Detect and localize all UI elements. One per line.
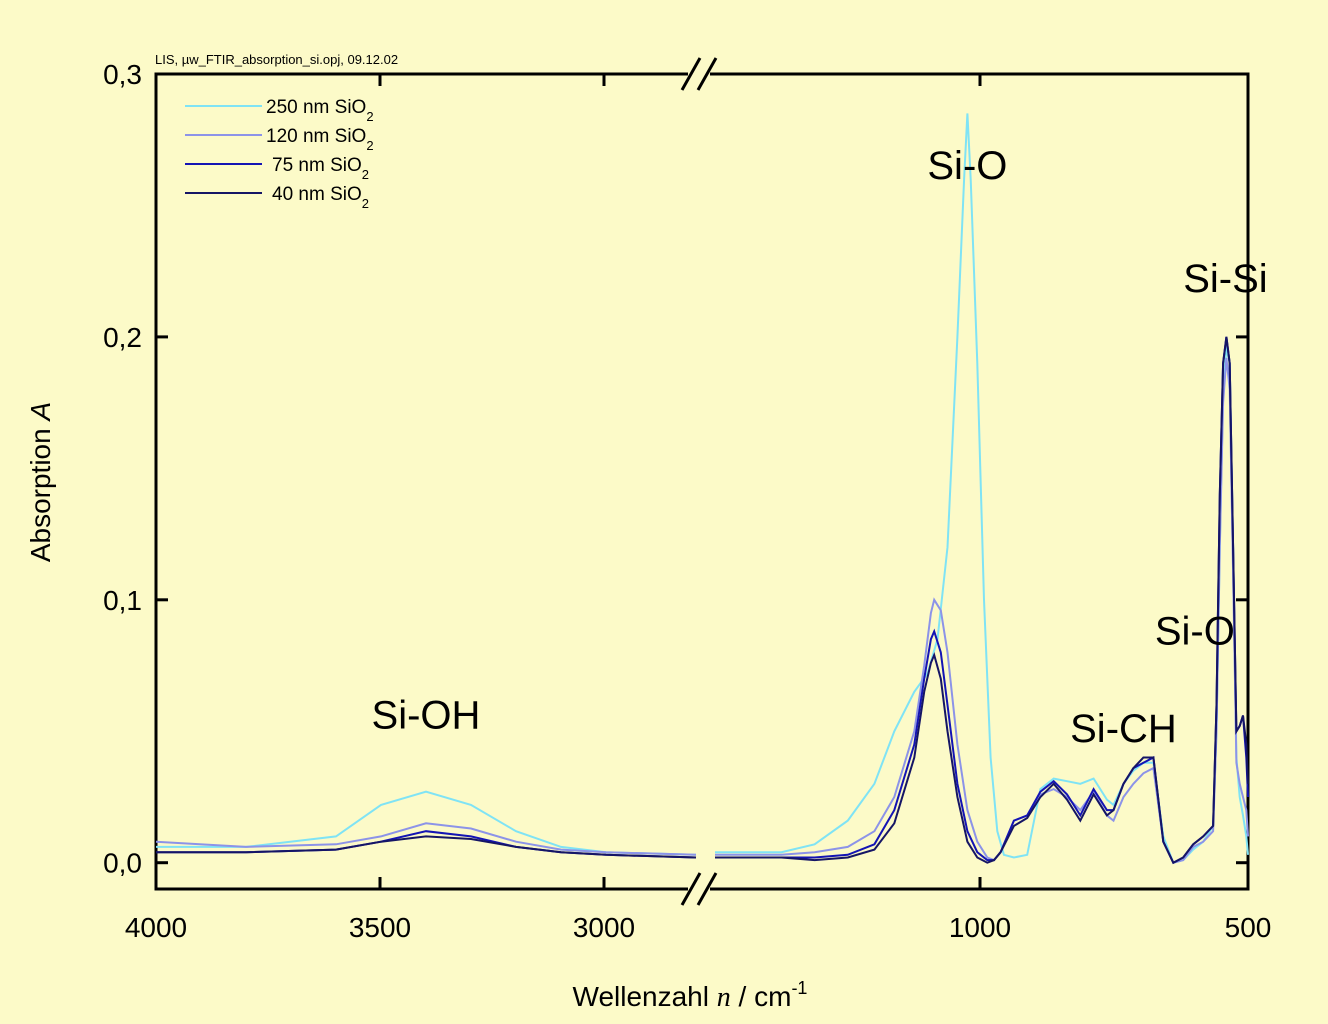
x-tick-label: 1000	[949, 912, 1011, 943]
axis-ticks: 0,0 0,1 0,2 0,3 4000 3500 3000 1000 500	[103, 59, 1271, 943]
peak-annotation: Si-O	[1155, 610, 1235, 654]
y-tick-label: 0,3	[103, 59, 142, 90]
axis-break-marks	[680, 57, 718, 906]
axis-break-slash	[680, 57, 702, 91]
series-layer	[155, 113, 1249, 865]
series-line	[155, 822, 697, 856]
axis-break-slash	[696, 57, 718, 91]
axis-break-slash	[696, 872, 718, 906]
peak-annotation: Si-CH	[1070, 707, 1177, 751]
peak-annotations: Si-O Si-Si Si-O Si-CH Si-OH	[372, 144, 1268, 751]
series-line	[715, 336, 1249, 865]
y-tick-label: 0,1	[103, 585, 142, 616]
header-note: LIS, µw_FTIR_absorption_si.opj, 09.12.02	[155, 52, 398, 67]
y-tick-label: 0,2	[103, 322, 142, 353]
x-tick-label: 500	[1225, 912, 1272, 943]
peak-annotation: Si-O	[927, 144, 1007, 188]
x-tick-label: 3000	[573, 912, 635, 943]
x-tick-label: 4000	[125, 912, 187, 943]
y-axis-label: Absorption A	[25, 402, 56, 562]
series-line	[156, 835, 697, 859]
x-axis-label: Wellenzahl n / cm-1	[573, 978, 808, 1013]
axis-break-slash	[680, 872, 702, 906]
y-tick-label: 0,0	[103, 848, 142, 879]
peak-annotation: Si-Si	[1183, 257, 1267, 301]
x-tick-label: 3500	[349, 912, 411, 943]
peak-annotation: Si-OH	[372, 694, 481, 738]
series-line	[156, 790, 697, 856]
